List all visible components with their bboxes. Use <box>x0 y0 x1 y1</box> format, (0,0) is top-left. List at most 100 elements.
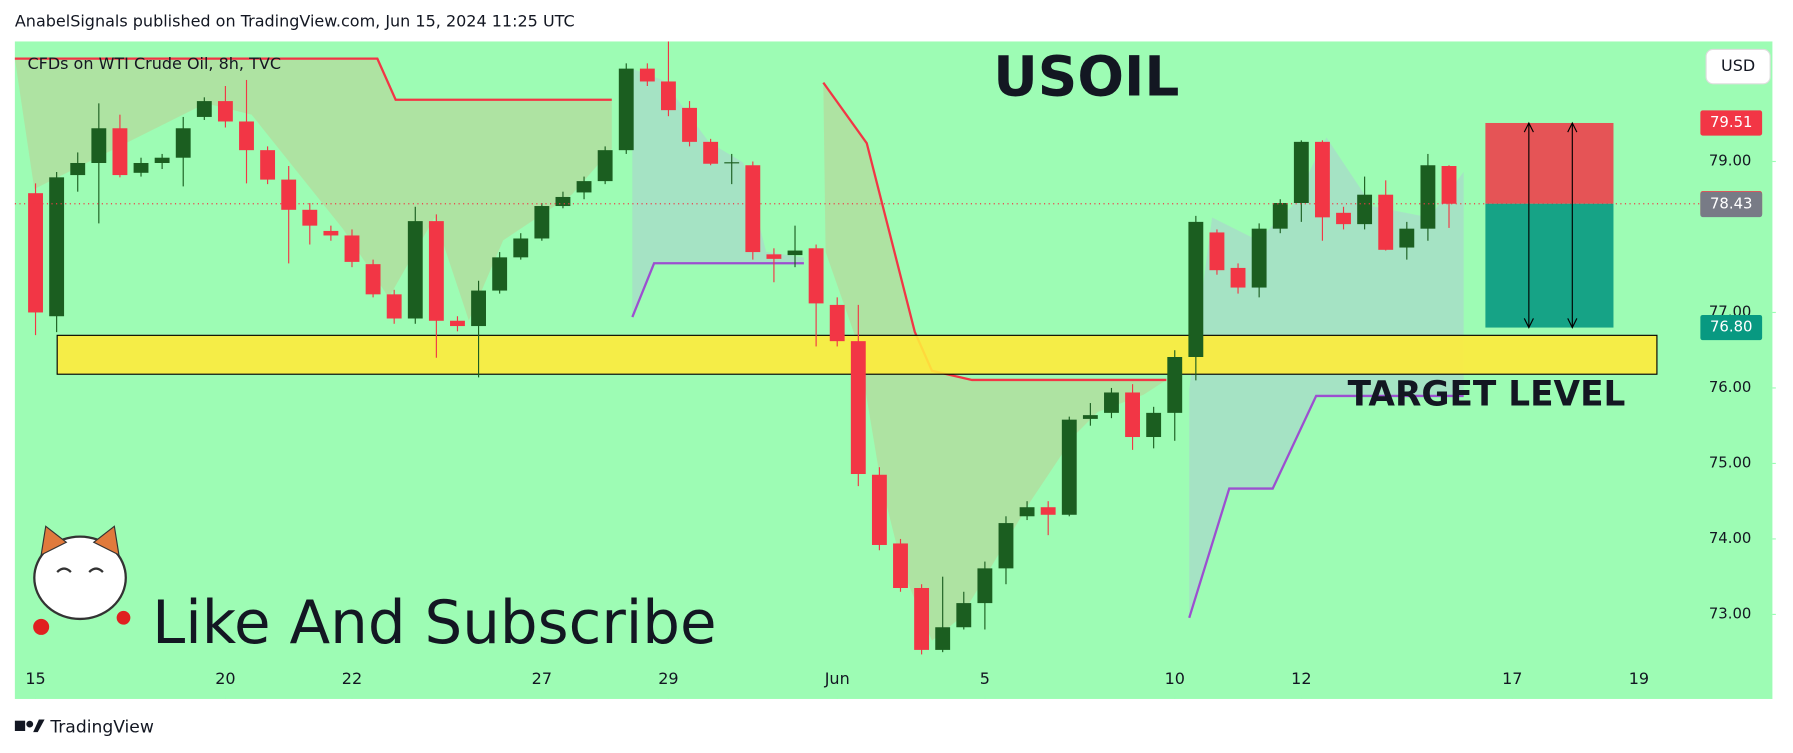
candle-body <box>534 206 550 239</box>
price-tag <box>1700 191 1763 218</box>
candle-body <box>703 141 719 164</box>
position-loss-zone <box>1485 203 1614 328</box>
candle-body <box>871 474 887 545</box>
candle-body <box>1336 212 1351 225</box>
candle-body <box>154 157 170 163</box>
y-tick-label: 73.00 <box>1709 604 1752 622</box>
candle-body <box>1061 419 1077 515</box>
candle-body <box>133 162 149 173</box>
candle-body <box>1399 228 1415 248</box>
candle-body <box>1082 415 1098 419</box>
candle-body <box>1314 141 1330 218</box>
x-tick-label: 27 <box>532 669 552 688</box>
candle-body <box>618 68 634 151</box>
candle-body <box>450 320 465 327</box>
y-tick-label: 76.00 <box>1709 378 1752 396</box>
candle-body <box>1209 232 1225 271</box>
candle-body <box>576 181 592 193</box>
brand: TradingView <box>49 718 154 738</box>
candle-body <box>1378 194 1394 250</box>
candle-body <box>766 254 782 259</box>
trend-line <box>631 262 804 318</box>
candle-body <box>323 230 339 236</box>
candle-body <box>1357 194 1373 225</box>
price-tag <box>1700 314 1763 341</box>
candle-body <box>1167 357 1183 413</box>
candle-body <box>808 248 824 304</box>
price-tag-label: 76.80 <box>1710 318 1753 336</box>
price-tag-label: 79.51 <box>1710 113 1753 131</box>
candle-body <box>639 68 655 82</box>
candle-body <box>1251 228 1267 288</box>
candle-body <box>787 250 803 256</box>
price-tag-label: 78.43 <box>1710 195 1753 213</box>
candle-body <box>1272 203 1288 229</box>
candle-body <box>302 209 318 226</box>
candle-body <box>28 193 43 313</box>
x-tick-label: 22 <box>342 669 362 688</box>
currency-label: USD <box>1721 56 1755 75</box>
candle-body <box>935 627 951 650</box>
candle-body <box>956 603 972 628</box>
candle-body <box>1104 392 1119 413</box>
candle-body <box>724 162 740 164</box>
candle-body <box>281 179 297 210</box>
candle-body <box>1441 166 1457 204</box>
candle-body <box>850 341 866 475</box>
trend-fill <box>823 82 1167 641</box>
position-profit-zone <box>1485 122 1614 204</box>
x-tick-label: 29 <box>658 669 678 688</box>
candle-body <box>344 235 360 262</box>
candle-body <box>914 587 930 650</box>
x-tick-label: Jun <box>824 669 850 688</box>
candle-body <box>893 543 908 588</box>
x-tick-label: 12 <box>1291 669 1311 688</box>
annotation: TARGET LEVEL <box>1348 374 1626 414</box>
currency-button[interactable] <box>1705 48 1771 85</box>
candle-body <box>745 165 761 253</box>
candle-body <box>239 121 254 151</box>
x-tick-label: 10 <box>1165 669 1185 688</box>
mascot <box>33 525 131 635</box>
candle-body <box>682 107 697 142</box>
arrow-head <box>1567 121 1578 329</box>
candle-body <box>112 128 128 176</box>
x-tick-label: 20 <box>215 669 235 688</box>
x-tick-label: 5 <box>980 669 990 688</box>
y-tick-label: 75.00 <box>1709 453 1752 471</box>
candle-body <box>386 294 402 319</box>
candle-body <box>49 177 65 317</box>
candle-body <box>70 162 86 176</box>
annotation: Like And Subscribe <box>152 589 717 658</box>
publish-info: AnabelSignals published on TradingView.c… <box>15 12 575 31</box>
candle-body <box>555 196 571 207</box>
x-tick-label: 17 <box>1502 669 1522 688</box>
candle-body <box>1188 221 1204 358</box>
candle-body <box>492 257 508 291</box>
x-tick-label: 19 <box>1629 669 1649 688</box>
candle-body <box>365 264 381 295</box>
candle-body <box>217 101 233 122</box>
symbol-info: CFDs on WTI Crude Oil, 8h, TVC <box>27 54 281 73</box>
candle-body <box>1040 507 1056 515</box>
candle-body <box>175 128 191 158</box>
candle-body <box>1230 267 1246 288</box>
candle-body <box>428 221 444 321</box>
candle-body <box>998 523 1014 569</box>
trend-fill <box>632 68 804 318</box>
trend-line <box>14 57 612 101</box>
x-tick-label: 15 <box>25 669 45 688</box>
chart-title: USOIL <box>993 44 1179 108</box>
candle-body <box>597 150 613 182</box>
y-tick-label: 74.00 <box>1709 529 1752 547</box>
candle-body <box>829 304 845 342</box>
candle-body <box>91 128 107 163</box>
candle-body <box>1293 141 1309 204</box>
trend-fill <box>14 58 612 321</box>
candle-body <box>977 568 993 604</box>
candle-body <box>1125 392 1140 438</box>
candle-body <box>1420 165 1436 229</box>
candle-body <box>1019 507 1035 517</box>
price-tag <box>1700 110 1763 136</box>
